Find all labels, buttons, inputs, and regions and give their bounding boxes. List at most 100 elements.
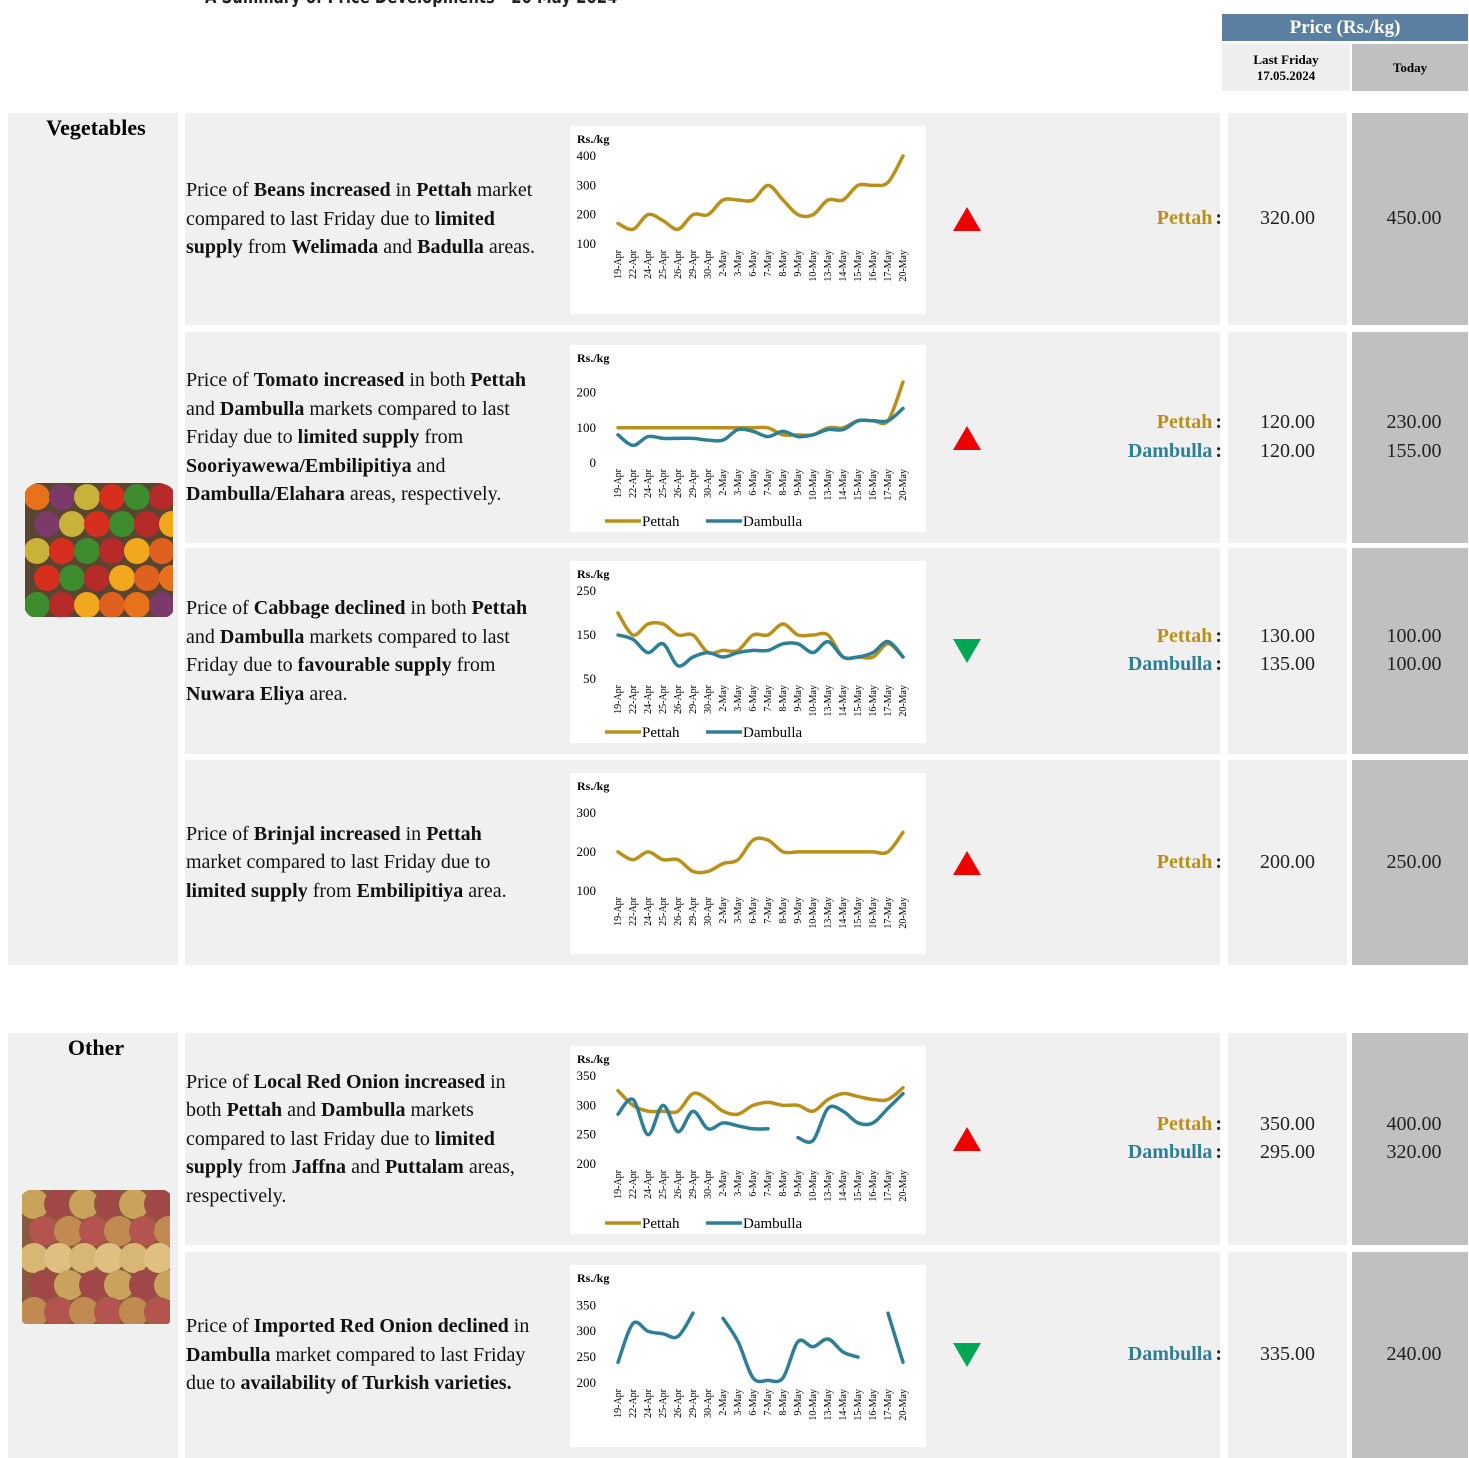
y-tick-label: 350 bbox=[577, 1068, 597, 1083]
x-tick-label: 20-May bbox=[898, 1170, 909, 1202]
x-tick-label: 6-May bbox=[748, 1170, 759, 1197]
x-tick-label: 2-May bbox=[718, 250, 729, 277]
x-tick-label: 6-May bbox=[748, 250, 759, 277]
last-friday-date: 17.05.2024 bbox=[1222, 68, 1350, 84]
y-tick-label: 100 bbox=[577, 236, 597, 251]
series-line bbox=[618, 1099, 768, 1135]
x-tick-label: 17-May bbox=[883, 250, 894, 282]
bold-text: Nuwara Eliya bbox=[186, 683, 304, 705]
x-tick-label: 16-May bbox=[868, 685, 879, 717]
image-blob bbox=[84, 565, 110, 591]
bold-text: Dambulla bbox=[186, 1344, 270, 1366]
text: Price of bbox=[186, 179, 254, 201]
chart: Rs./kg10020030019-Apr22-Apr24-Apr25-Apr2… bbox=[570, 773, 926, 954]
arrow-shape bbox=[953, 1127, 981, 1151]
market-label: Dambulla: bbox=[1000, 653, 1222, 676]
x-tick-label: 29-Apr bbox=[688, 1169, 699, 1199]
x-tick-label: 24-Apr bbox=[643, 468, 654, 498]
x-tick-label: 19-Apr bbox=[613, 1388, 624, 1418]
x-tick-label: 10-May bbox=[808, 897, 819, 929]
price-header: Price (Rs./kg) bbox=[1222, 14, 1468, 41]
x-tick-label: 7-May bbox=[763, 469, 774, 496]
image-blob bbox=[59, 565, 85, 591]
x-tick-label: 15-May bbox=[853, 685, 864, 717]
x-tick-label: 14-May bbox=[838, 897, 849, 929]
series-line bbox=[618, 382, 903, 435]
y-tick-label: 50 bbox=[583, 671, 596, 686]
text: Price of bbox=[186, 823, 254, 845]
text: from bbox=[419, 426, 463, 448]
x-tick-label: 24-Apr bbox=[643, 249, 654, 279]
market-name: Pettah bbox=[1157, 625, 1213, 647]
x-tick-label: 8-May bbox=[778, 1170, 789, 1197]
bold-text: limited supply bbox=[186, 880, 308, 902]
x-tick-label: 13-May bbox=[823, 1170, 834, 1202]
x-tick-label: 15-May bbox=[853, 469, 864, 501]
legend-label: Pettah bbox=[642, 514, 680, 530]
x-tick-label: 3-May bbox=[733, 250, 744, 277]
bold-text: Pettah bbox=[416, 179, 472, 201]
text: from bbox=[452, 654, 496, 676]
description-text: Price of Tomato increased in both Pettah… bbox=[186, 366, 538, 509]
last-friday-price: 335.00 bbox=[1228, 1343, 1347, 1366]
arrow-shape bbox=[953, 1343, 981, 1367]
image-blob bbox=[34, 565, 60, 591]
text: Price of bbox=[186, 597, 254, 619]
text: areas. bbox=[484, 236, 535, 258]
x-tick-label: 8-May bbox=[778, 250, 789, 277]
text: and bbox=[346, 1156, 385, 1178]
text: area. bbox=[304, 683, 347, 705]
text: market compared to last Friday due to bbox=[186, 851, 490, 873]
x-tick-label: 7-May bbox=[763, 250, 774, 277]
y-tick-label: 200 bbox=[577, 1156, 597, 1171]
separator: : bbox=[1215, 851, 1222, 873]
bold-text: Dambulla bbox=[321, 1099, 405, 1121]
bold-text: Pettah bbox=[472, 597, 528, 619]
bold-text: Pettah bbox=[227, 1099, 283, 1121]
x-tick-label: 6-May bbox=[748, 469, 759, 496]
trend-arrow bbox=[952, 425, 982, 451]
x-tick-label: 26-Apr bbox=[673, 468, 684, 498]
onion-image bbox=[22, 1190, 170, 1324]
image-blob bbox=[109, 511, 135, 537]
section-label: Other bbox=[8, 1035, 184, 1061]
bold-text: Beans increased bbox=[254, 179, 391, 201]
last-friday-cell bbox=[1228, 548, 1347, 754]
x-tick-label: 14-May bbox=[838, 1389, 849, 1421]
x-tick-label: 14-May bbox=[838, 469, 849, 501]
x-tick-label: 19-Apr bbox=[613, 684, 624, 714]
today-cell bbox=[1352, 332, 1468, 543]
last-friday-label: Last Friday bbox=[1222, 52, 1350, 68]
text: in bbox=[401, 823, 427, 845]
description: Price of Local Red Onion increased in bo… bbox=[186, 1033, 538, 1245]
x-tick-label: 16-May bbox=[868, 469, 879, 501]
x-tick-label: 2-May bbox=[718, 469, 729, 496]
x-tick-label: 2-May bbox=[718, 1170, 729, 1197]
description-text: Price of Beans increased in Pettah marke… bbox=[186, 176, 538, 262]
x-tick-label: 15-May bbox=[853, 1389, 864, 1421]
last-friday-price: 120.00 bbox=[1228, 411, 1347, 434]
x-tick-label: 30-Apr bbox=[703, 249, 714, 279]
bold-text: Badulla bbox=[417, 236, 484, 258]
y-axis-label: Rs./kg bbox=[577, 351, 609, 365]
trend-arrow bbox=[952, 850, 982, 876]
x-tick-label: 16-May bbox=[868, 1170, 879, 1202]
x-tick-label: 29-Apr bbox=[688, 896, 699, 926]
x-tick-label: 9-May bbox=[793, 469, 804, 496]
image-blob bbox=[99, 538, 125, 564]
legend-label: Dambulla bbox=[743, 1216, 802, 1232]
x-tick-label: 17-May bbox=[883, 469, 894, 501]
text: and bbox=[412, 455, 446, 477]
text: in both bbox=[405, 597, 471, 619]
trend-arrow bbox=[952, 1126, 982, 1152]
y-tick-label: 300 bbox=[577, 1323, 597, 1338]
arrow-shape bbox=[953, 426, 981, 450]
y-tick-label: 300 bbox=[577, 177, 597, 192]
text: Price of bbox=[186, 369, 254, 391]
market-name: Pettah bbox=[1157, 207, 1213, 229]
x-tick-label: 15-May bbox=[853, 897, 864, 929]
x-tick-label: 26-Apr bbox=[673, 249, 684, 279]
market-name: Pettah bbox=[1157, 1113, 1213, 1135]
x-tick-label: 16-May bbox=[868, 250, 879, 282]
image-blob bbox=[124, 592, 150, 617]
